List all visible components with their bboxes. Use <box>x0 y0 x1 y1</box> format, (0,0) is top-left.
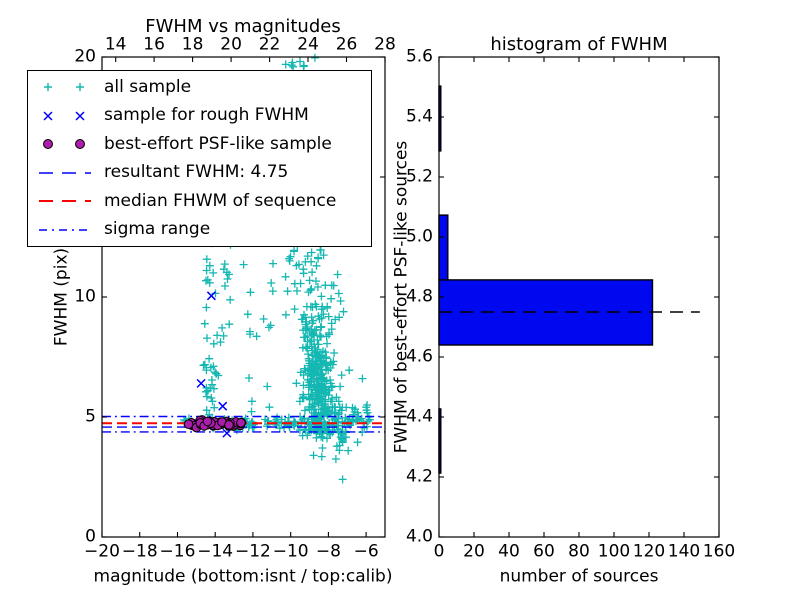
legend: all sample sample for rough FWHM best-effo… <box>27 70 372 247</box>
left-top-xtick-label: 18 <box>181 34 204 55</box>
x-marker-icon <box>43 111 85 121</box>
legend-label: sample for rough FWHM <box>104 105 309 126</box>
histogram-bars <box>438 85 654 474</box>
right-ytick-label: 5.2 <box>405 166 433 187</box>
dashed-line-icon <box>39 172 91 174</box>
right-plot-title: histogram of FWHM <box>490 34 668 55</box>
left-plot-xlabel: magnitude (bottom:isnt / top:calib) <box>93 566 393 587</box>
legend-label: median FHWM of sequence <box>104 190 337 211</box>
legend-entry-3: resultant FWHM: 4.75 <box>28 159 371 187</box>
right-xtick-label: 80 <box>568 541 590 562</box>
psf-sample-circle-markers <box>183 415 247 433</box>
psf-circle <box>183 419 194 430</box>
legend-entry-0: all sample <box>28 73 371 101</box>
right-ytick-label: 5.6 <box>405 46 433 67</box>
left-top-xtick-label: 16 <box>143 34 165 55</box>
right-ytick-label: 5.4 <box>405 106 433 127</box>
scatter-layer <box>102 53 385 484</box>
left-xtick-label: −16 <box>159 541 196 562</box>
left-xtick-label: −12 <box>234 541 271 562</box>
right-xtick-label: 160 <box>702 541 736 562</box>
right-ytick-label: 4.8 <box>405 286 433 307</box>
legend-label: all sample <box>104 76 192 97</box>
right-ytick-label: 4.4 <box>405 406 433 427</box>
left-top-xtick-label: 20 <box>220 34 242 55</box>
left-xtick-label: −10 <box>272 541 309 562</box>
dashed-line-icon <box>39 200 91 203</box>
right-ytick-label: 4.0 <box>405 526 433 547</box>
right-plot-xlabel: number of sources <box>499 566 659 587</box>
right-ytick-label: 4.2 <box>405 466 433 487</box>
legend-label: sigma range <box>104 219 211 240</box>
left-ytick-label: 10 <box>74 286 96 307</box>
left-xtick-label: −6 <box>353 541 379 562</box>
right-xtick-label: 100 <box>597 541 631 562</box>
legend-entry-5: sigma range <box>28 216 371 244</box>
right-ytick-label: 5.0 <box>405 226 433 247</box>
hist-bar <box>438 214 449 281</box>
legend-entry-4: median FHWM of sequence <box>28 187 371 215</box>
left-plot-title: FWHM vs magnitudes <box>145 16 341 37</box>
left-xtick-label: −18 <box>121 541 158 562</box>
legend-entry-2: best-effort PSF-like sample <box>28 130 371 158</box>
circle-marker-icon <box>43 139 85 150</box>
left-top-xtick-label: 22 <box>258 34 281 55</box>
left-ytick-label: 0 <box>85 526 96 547</box>
left-xtick-label: −14 <box>197 541 234 562</box>
legend-label: resultant FWHM: 4.75 <box>104 162 289 183</box>
right-xtick-label: 120 <box>632 541 666 562</box>
dashdot-line-icon <box>39 229 91 231</box>
right-xtick-label: 0 <box>433 541 445 562</box>
legend-label: best-effort PSF-like sample <box>104 133 332 154</box>
left-xtick-label: −8 <box>315 541 341 562</box>
psf-circle <box>236 418 246 428</box>
left-plot-ylabel: FWHM (pix) <box>51 247 72 347</box>
left-top-xtick-label: 14 <box>104 34 127 55</box>
right-ytick-label: 4.6 <box>405 346 433 367</box>
plus-marker-icon <box>44 83 84 92</box>
right-xtick-label: 60 <box>533 541 555 562</box>
left-xtick-label: −20 <box>84 541 120 562</box>
left-top-xtick-label: 26 <box>335 34 358 55</box>
axes-ticks <box>101 56 720 538</box>
right-xtick-label: 140 <box>667 541 701 562</box>
left-ytick-label: 5 <box>85 406 96 427</box>
left-top-xtick-label: 24 <box>297 34 319 55</box>
right-xtick-label: 40 <box>498 541 520 562</box>
left-ytick-label: 20 <box>74 46 96 67</box>
left-top-xtick-label: 28 <box>374 34 396 55</box>
psf-circle <box>202 416 213 427</box>
psf-circle <box>224 420 234 430</box>
legend-entry-1: sample for rough FWHM <box>28 102 371 130</box>
right-xtick-label: 20 <box>463 541 485 562</box>
